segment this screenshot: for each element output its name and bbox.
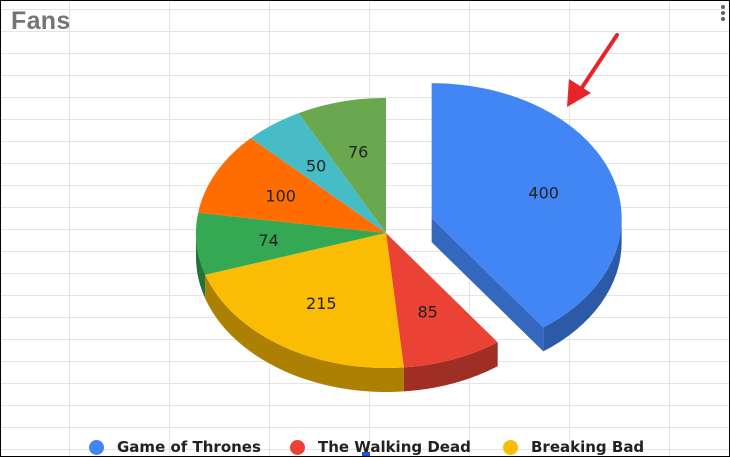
legend-color-dot <box>503 439 518 455</box>
red-arrow-icon <box>567 33 619 107</box>
pie-slice-3[interactable] <box>196 212 386 275</box>
cell-cursor <box>362 452 370 456</box>
pie-data-label-4: 100 <box>265 186 296 205</box>
legend-label: The Walking Dead <box>318 438 471 456</box>
pie-sides <box>196 218 622 392</box>
legend-item[interactable]: The Walking Dead <box>290 437 471 456</box>
pie-labels: 400 85 215 74 100 50 76 <box>258 143 559 322</box>
pie-tops <box>196 83 622 369</box>
chart-legend: Game of Thrones The Walking Dead Breaking … <box>1 437 729 456</box>
legend-item[interactable]: Breaking Bad <box>503 437 645 456</box>
pie-slice-6[interactable] <box>298 98 386 233</box>
legend-item[interactable]: Game of Thrones <box>89 437 261 456</box>
legend-color-dot <box>290 439 305 455</box>
pie-side-1 <box>403 342 498 392</box>
legend-label: Game of Thrones <box>117 438 261 456</box>
pie-side-0 <box>543 218 622 352</box>
pie-side-3 <box>196 233 206 299</box>
vertical-dots-icon[interactable] <box>719 4 727 24</box>
pie-data-label-5: 50 <box>306 157 326 176</box>
pie-slice-1[interactable] <box>386 233 498 368</box>
pie-data-label-1: 85 <box>417 302 437 321</box>
pie-data-label-6: 76 <box>348 143 368 162</box>
legend-label: Breaking Bad <box>531 438 645 456</box>
chart-title: Fans <box>11 7 71 35</box>
pie-cut-face-0 <box>431 218 544 352</box>
legend-color-dot <box>89 439 104 455</box>
pie-data-label-0: 400 <box>528 183 559 202</box>
pie-side-2 <box>205 274 404 392</box>
pie-data-label-3: 74 <box>258 231 278 250</box>
pie-slice-2[interactable] <box>205 233 404 369</box>
pie-slice-5[interactable] <box>250 113 386 233</box>
pie-slice-4[interactable] <box>198 138 386 233</box>
pie-slice-0[interactable] <box>431 83 622 328</box>
pie-data-label-2: 215 <box>306 294 337 313</box>
